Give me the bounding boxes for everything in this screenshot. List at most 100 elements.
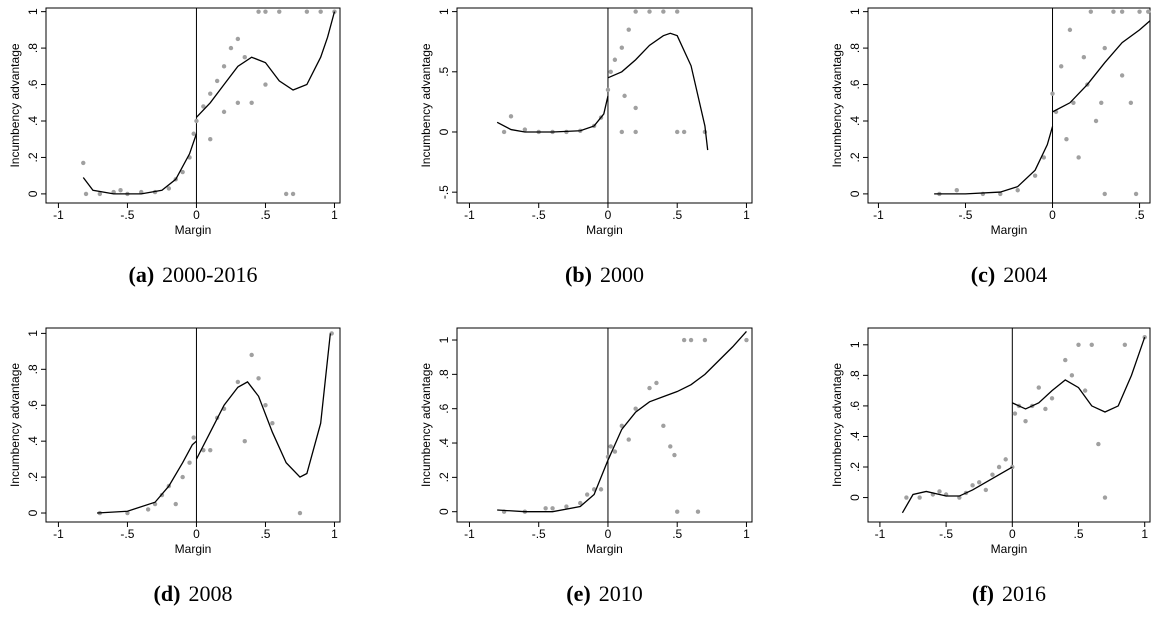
- point: [619, 45, 625, 50]
- caption-label: (f): [972, 581, 994, 606]
- caption-text: 2000: [600, 262, 644, 287]
- point: [1089, 342, 1094, 348]
- x-tick-label: 0: [605, 208, 612, 222]
- point: [612, 449, 618, 454]
- point: [208, 91, 213, 96]
- point: [180, 474, 185, 480]
- x-tick-label: .5: [1135, 208, 1145, 222]
- y-tick-label: .4: [437, 438, 451, 448]
- point: [290, 191, 296, 197]
- panel: -1 -.5 0 .5 1 -.5 0 .5 1 Margin Incumbency advanta…: [419, 7, 753, 287]
- y-tick-label: .2: [848, 462, 862, 472]
- caption-label: (e): [566, 581, 590, 606]
- plot-frame: [867, 7, 1151, 204]
- point: [297, 510, 303, 516]
- point: [608, 69, 613, 74]
- point: [654, 380, 659, 386]
- point: [695, 509, 701, 514]
- x-tick-label: 0: [1049, 208, 1056, 222]
- caption-text: 2010: [599, 581, 643, 606]
- y-tick-label: 0: [437, 128, 451, 135]
- point: [1067, 27, 1073, 33]
- point: [578, 500, 583, 506]
- caption-label: (b): [565, 262, 592, 287]
- point: [647, 9, 652, 14]
- point: [954, 188, 959, 193]
- x-tick-label: -1: [464, 208, 475, 222]
- panel: -1 -.5 0 .5 0 .2 .4 .6 .8 1 Margin Incumbency advan…: [830, 7, 1151, 287]
- point: [681, 337, 687, 343]
- point: [201, 104, 206, 109]
- point: [180, 169, 185, 175]
- x-tick-label: .5: [672, 527, 682, 541]
- caption: (a) 2000-2016: [129, 262, 258, 287]
- point: [235, 379, 241, 385]
- point: [235, 100, 241, 105]
- point: [1043, 406, 1048, 412]
- point: [1041, 155, 1047, 160]
- x-tick-label: 1: [743, 527, 750, 541]
- point: [675, 9, 680, 14]
- point: [263, 82, 268, 87]
- caption-text: 2000-2016: [162, 262, 257, 287]
- x-tick-label: .5: [672, 208, 682, 222]
- point: [242, 438, 247, 444]
- point: [318, 9, 323, 14]
- point: [550, 506, 555, 511]
- point: [187, 460, 192, 465]
- point: [522, 127, 528, 132]
- point: [1146, 9, 1151, 14]
- point: [1023, 418, 1028, 424]
- y-tick-label: -.5: [437, 185, 451, 199]
- point: [242, 55, 247, 60]
- point: [1133, 191, 1139, 197]
- point: [304, 9, 310, 14]
- point: [1099, 100, 1104, 105]
- point: [990, 472, 995, 477]
- point: [1015, 188, 1020, 193]
- point: [221, 64, 227, 69]
- point: [675, 129, 680, 135]
- point: [1071, 100, 1076, 105]
- fit-line: [496, 32, 709, 151]
- y-tick-label: .8: [26, 364, 40, 374]
- point: [1049, 396, 1055, 401]
- point: [1012, 411, 1018, 416]
- caption: (e) 2010: [566, 581, 642, 606]
- point: [633, 406, 638, 411]
- caption-text: 2016: [1002, 581, 1046, 606]
- x-tick-label: -.5: [532, 527, 546, 541]
- y-tick-label: .2: [437, 472, 451, 482]
- y-tick-label: 0: [848, 494, 862, 501]
- point: [633, 105, 638, 111]
- point: [996, 464, 1002, 470]
- point: [626, 27, 631, 32]
- caption: (c) 2004: [971, 262, 1047, 287]
- point: [598, 487, 604, 492]
- point: [1096, 441, 1101, 447]
- x-axis-label: Margin: [991, 223, 1028, 237]
- y-axis-label: Incumbency advantage: [830, 363, 844, 487]
- point: [1063, 357, 1068, 363]
- y-tick-label: .2: [26, 472, 40, 482]
- point: [744, 337, 749, 343]
- point: [277, 9, 282, 14]
- point: [612, 57, 618, 62]
- plot-frame: [45, 327, 341, 523]
- point: [283, 191, 289, 197]
- point: [208, 137, 213, 142]
- caption: (b) 2000: [565, 262, 644, 287]
- fit-line: [82, 11, 336, 195]
- point: [1076, 155, 1081, 160]
- fit-line: [497, 330, 747, 513]
- y-axis-label: Incumbency advantage: [8, 43, 22, 167]
- point: [584, 492, 590, 497]
- x-tick-label: 1: [743, 208, 750, 222]
- panel: -1 -.5 0 .5 1 0 .2 .4 .6 .8 1 Margin Incumbency adva…: [8, 7, 341, 287]
- x-tick-label: .5: [260, 527, 270, 541]
- x-tick-label: -1: [53, 208, 64, 222]
- point: [681, 129, 687, 135]
- point: [249, 352, 254, 358]
- x-tick-label: -.5: [958, 208, 972, 222]
